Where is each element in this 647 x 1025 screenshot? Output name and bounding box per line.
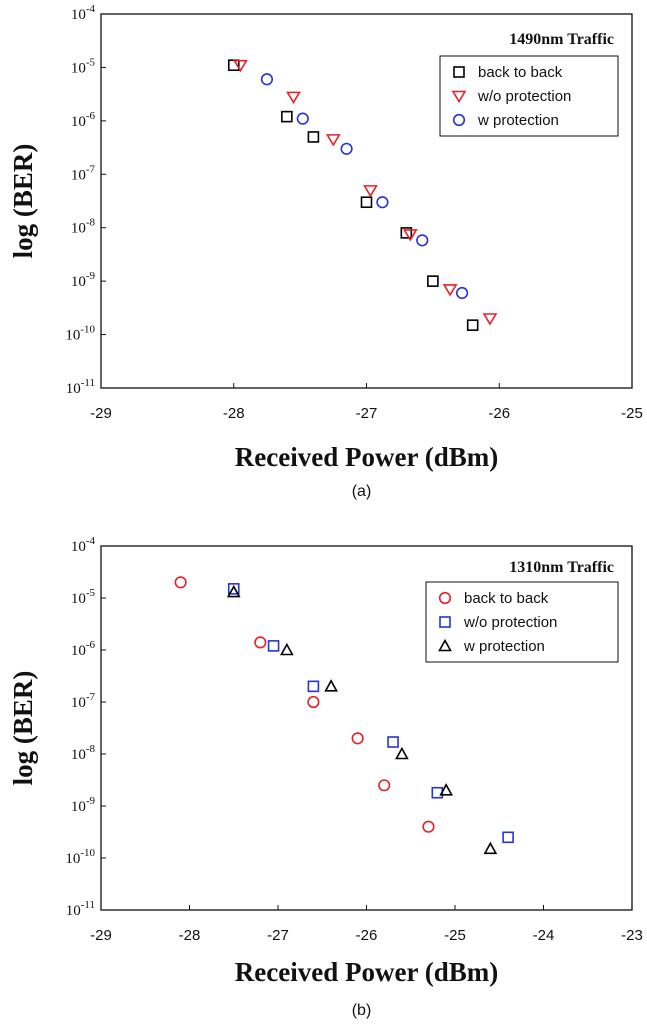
data-point — [254, 636, 267, 649]
data-point — [402, 229, 418, 242]
legend-label: w protection — [477, 112, 559, 129]
x-tick-label: -27 — [356, 405, 378, 422]
y-axis-label: log (BER) — [8, 144, 38, 259]
y-tick-label: 10-9 — [71, 795, 96, 815]
data-point — [260, 73, 274, 86]
legend-label: w/o protection — [477, 88, 571, 105]
data-point — [502, 831, 514, 844]
series-0 — [174, 576, 435, 833]
legend-marker — [439, 616, 451, 628]
data-point — [400, 227, 413, 239]
y-tick-label: 10-11 — [66, 377, 95, 397]
x-tick-label: -28 — [179, 927, 201, 944]
x-tick-label: -27 — [267, 927, 289, 944]
data-point — [466, 319, 479, 331]
legend-label: back to back — [464, 590, 549, 607]
data-point — [267, 640, 280, 652]
y-tick-label: 10-7 — [71, 163, 96, 183]
data-point — [325, 134, 341, 147]
data-point — [324, 679, 338, 692]
data-point — [427, 275, 439, 287]
panel-b: -29 -28 -27 -26 -25 -24 -23 10-11 10-10 10-9 10-8 1… — [8, 535, 643, 1019]
data-point — [360, 196, 373, 209]
y-tick-label: 10-5 — [71, 587, 96, 607]
data-point — [296, 112, 309, 125]
legend-box — [439, 55, 619, 137]
data-point — [483, 841, 498, 855]
data-point — [232, 59, 248, 73]
y-tick-label: 10-10 — [65, 847, 95, 867]
y-tick-label: 10-6 — [71, 639, 96, 659]
data-point — [422, 820, 435, 833]
y-axis-label: log (BER) — [8, 671, 38, 786]
data-point — [416, 234, 429, 247]
series-1 — [232, 59, 498, 326]
legend-marker — [453, 66, 465, 78]
x-tick-label: -25 — [621, 405, 643, 422]
data-point — [351, 732, 364, 745]
data-point — [286, 91, 301, 105]
data-point — [227, 583, 240, 595]
y-tick-label: 10-6 — [71, 110, 96, 130]
data-point — [307, 695, 320, 709]
data-point — [431, 786, 444, 799]
y-tick-label: 10-8 — [71, 217, 96, 237]
data-point — [455, 286, 469, 300]
y-tick-label: 10-5 — [71, 56, 96, 76]
legend-label: w/o protection — [463, 614, 557, 631]
data-point — [482, 313, 498, 326]
data-point — [279, 642, 294, 656]
x-tick-label: -24 — [533, 927, 555, 944]
data-point — [307, 131, 320, 143]
data-point — [174, 576, 187, 589]
panel-a: -29 -28 -27 -26 -25 10-11 10-10 10-9 10-8 10-7 10-… — [8, 3, 643, 500]
panel-title: 1490nm Traffic — [509, 31, 614, 48]
data-point — [281, 110, 293, 123]
legend: back to back w/o protection w protection — [425, 581, 619, 663]
y-tick-label: 10-9 — [71, 270, 96, 290]
y-tick-label: 10-10 — [65, 324, 95, 344]
data-point — [442, 284, 458, 297]
y-tick-label: 10-4 — [71, 535, 96, 555]
x-tick-label: -23 — [621, 927, 643, 944]
legend-marker — [438, 591, 452, 605]
legend-marker — [452, 113, 466, 127]
data-point — [387, 736, 399, 748]
data-point — [363, 185, 378, 198]
legend-label: back to back — [478, 64, 563, 81]
legend: back to back w/o protection w protection — [439, 55, 619, 137]
series-2 — [226, 584, 498, 855]
data-point — [226, 584, 241, 598]
y-tick-label: 10-4 — [71, 3, 96, 23]
y-tick-label: 10-11 — [66, 899, 95, 919]
data-point — [340, 142, 353, 155]
figure-caption: (a) — [352, 483, 372, 500]
x-tick-label: -26 — [356, 927, 378, 944]
data-point — [395, 746, 409, 760]
data-point — [376, 196, 389, 209]
x-axis-label: Received Power (dBm) — [235, 957, 498, 987]
legend-marker — [438, 638, 452, 652]
legend-box — [425, 581, 619, 663]
y-tick-label: 10-8 — [71, 743, 96, 763]
y-tick-label: 10-7 — [71, 691, 96, 711]
x-axis-label: Received Power (dBm) — [235, 442, 498, 472]
x-tick-label: -28 — [223, 405, 245, 422]
panel-title: 1310nm Traffic — [509, 559, 614, 576]
legend-marker — [451, 90, 467, 104]
x-tick-label: -26 — [488, 405, 510, 422]
legend-label: w protection — [463, 638, 545, 655]
x-tick-label: -29 — [90, 405, 112, 422]
x-tick-label: -25 — [444, 927, 466, 944]
series-2 — [260, 73, 469, 300]
data-point — [307, 680, 320, 693]
data-point — [439, 783, 454, 796]
data-point — [378, 779, 391, 792]
x-tick-label: -29 — [90, 927, 112, 944]
figure-caption: (b) — [352, 1002, 372, 1019]
